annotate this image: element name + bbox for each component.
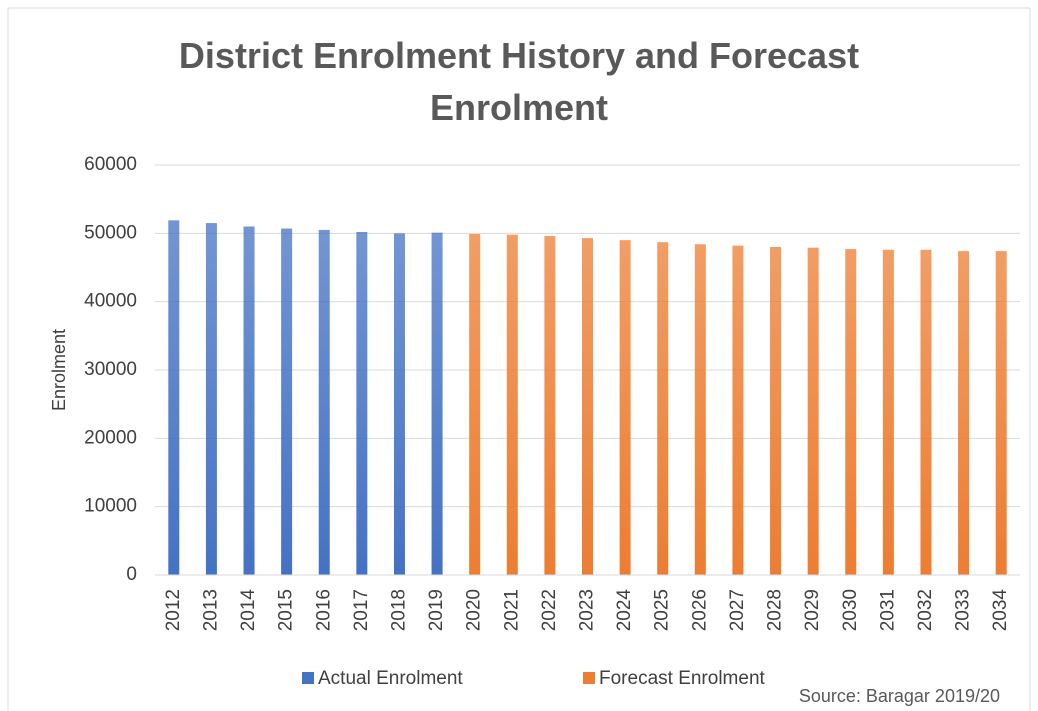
y-tick-label: 50000 xyxy=(84,222,137,243)
bar xyxy=(544,236,556,576)
x-tick-label: 2021 xyxy=(501,589,522,631)
bar xyxy=(431,232,443,575)
y-tick-label: 20000 xyxy=(84,427,137,448)
bar xyxy=(582,238,593,575)
x-tick-label: 2023 xyxy=(577,589,598,631)
bar xyxy=(356,231,368,575)
bar xyxy=(694,244,706,575)
x-tick-label: 2022 xyxy=(539,589,560,631)
chart-title: District Enrolment History and Forecast … xyxy=(178,35,860,128)
bar xyxy=(995,251,1007,575)
y-tick-label: 10000 xyxy=(84,496,137,517)
x-tick-label: 2032 xyxy=(915,589,936,631)
x-tick-label: 2031 xyxy=(877,589,898,631)
bar xyxy=(281,228,293,576)
bar xyxy=(506,234,518,575)
x-tick-label: 2030 xyxy=(840,589,861,631)
x-tick-label: 2026 xyxy=(689,589,710,631)
legend-label: Actual Enrolment xyxy=(318,668,463,689)
legend-label: Forecast Enrolment xyxy=(599,668,766,689)
legend-swatch xyxy=(302,672,314,684)
y-tick-label: 0 xyxy=(126,564,137,585)
x-tick-label: 2033 xyxy=(953,589,974,631)
legend-swatch xyxy=(583,672,595,684)
y-tick-label: 40000 xyxy=(84,291,137,312)
x-tick-label: 2028 xyxy=(765,589,786,631)
bar xyxy=(168,220,180,575)
x-tick-label: 2012 xyxy=(163,589,184,631)
x-tick-label: 2029 xyxy=(802,589,823,631)
x-tick-label: 2014 xyxy=(238,589,259,632)
annotation: Source: Baragar 2019/20 xyxy=(799,686,1000,706)
x-tick-label: 2024 xyxy=(614,589,635,632)
y-axis-label: Enrolment xyxy=(49,329,69,411)
x-tick-label: 2020 xyxy=(464,589,485,631)
x-tick-label: 2015 xyxy=(276,589,297,631)
y-tick-label: 30000 xyxy=(84,359,137,380)
x-tick-label: 2019 xyxy=(426,589,447,631)
bar xyxy=(807,247,819,575)
bar xyxy=(845,249,857,576)
bar xyxy=(920,249,932,575)
x-tick-label: 2016 xyxy=(313,589,334,631)
x-tick-label: 2027 xyxy=(727,589,748,631)
x-tick-label: 2034 xyxy=(990,589,1011,632)
chart-border xyxy=(7,7,1031,711)
bar xyxy=(243,226,255,575)
bar xyxy=(882,249,894,575)
bar xyxy=(619,240,631,575)
bar xyxy=(958,251,970,575)
x-tick-label: 2018 xyxy=(388,589,409,631)
x-tick-label: 2013 xyxy=(200,589,221,631)
bar xyxy=(205,223,217,576)
y-tick-label: 60000 xyxy=(84,154,137,175)
bar xyxy=(469,234,481,575)
bar xyxy=(318,229,330,575)
x-tick-label: 2025 xyxy=(652,589,673,631)
bar xyxy=(732,245,744,575)
bar xyxy=(770,247,782,575)
bar xyxy=(657,242,669,575)
x-tick-label: 2017 xyxy=(351,589,372,631)
bar xyxy=(393,233,405,576)
